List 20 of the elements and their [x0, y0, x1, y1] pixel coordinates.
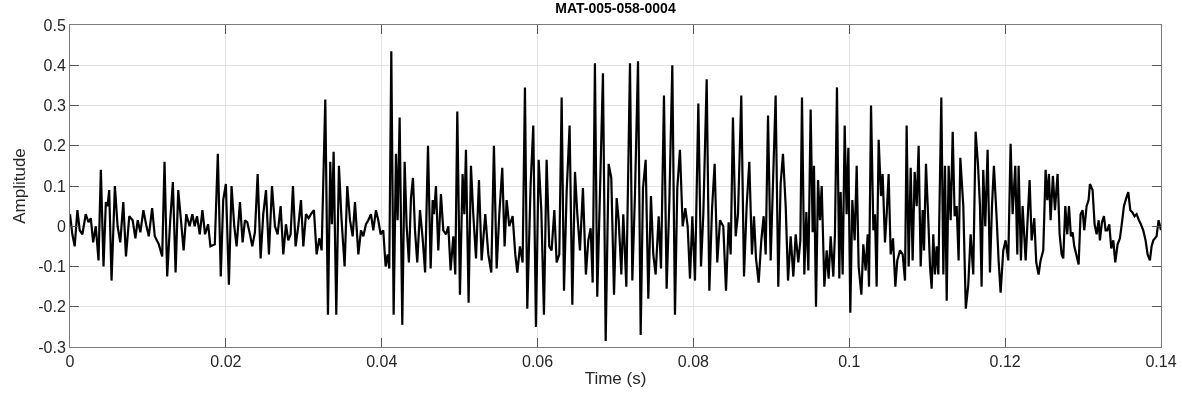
y-tick-label: 0 — [56, 217, 66, 235]
y-tick-label: 0.4 — [43, 56, 66, 74]
y-tick-label: 0.5 — [43, 16, 66, 34]
y-tick-label: -0.1 — [38, 258, 66, 276]
x-tick-label: 0.04 — [366, 353, 398, 371]
y-tick-label: 0.1 — [43, 177, 66, 195]
chart-title: MAT-005-058-0004 — [555, 0, 676, 16]
x-tick-label: 0.12 — [989, 353, 1021, 371]
y-tick-label: -0.2 — [38, 298, 66, 316]
y-tick-label: 0.2 — [43, 137, 66, 155]
x-tick-label: 0.14 — [1145, 353, 1177, 371]
line-series — [70, 50, 1161, 343]
y-axis-title: Amplitude — [9, 148, 29, 224]
y-tick-label: -0.3 — [38, 338, 66, 356]
x-tick-label: 0.06 — [522, 353, 554, 371]
y-tick-label: 0.3 — [43, 97, 66, 115]
x-tick-label: 0.1 — [838, 353, 861, 371]
x-axis-title: Time (s) — [584, 368, 647, 388]
x-tick-label: 0.08 — [677, 353, 710, 371]
x-tick-label: 0.02 — [210, 353, 242, 371]
